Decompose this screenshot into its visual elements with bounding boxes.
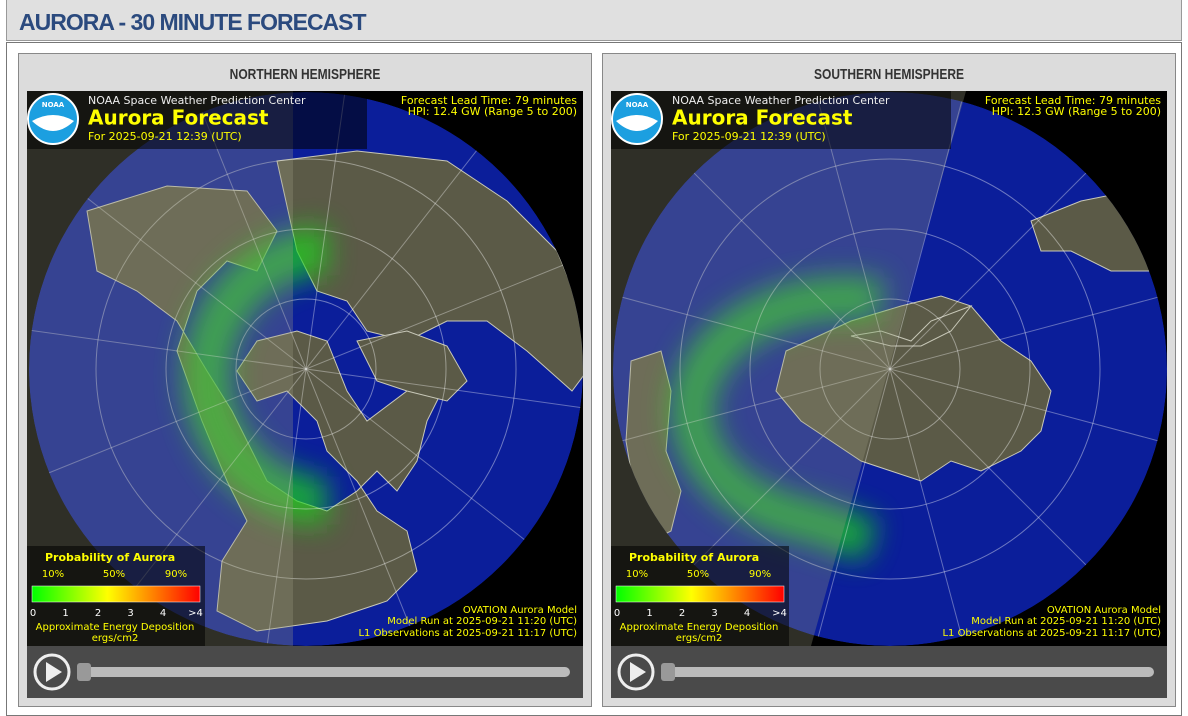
longitude-line bbox=[619, 296, 1161, 442]
longitude-line bbox=[691, 170, 1089, 568]
forecast-title: Aurora Forecast bbox=[88, 106, 269, 130]
model-name: OVATION Aurora Model bbox=[463, 605, 577, 616]
energy-label: 0 bbox=[614, 608, 620, 619]
latitude-line bbox=[165, 228, 447, 510]
model-run: Model Run at 2025-09-21 11:20 (UTC) bbox=[387, 616, 577, 627]
longitude-line bbox=[200, 109, 412, 629]
legend-title: Probability of Aurora bbox=[629, 551, 759, 564]
night-shade bbox=[611, 91, 966, 646]
play-circle bbox=[33, 653, 71, 691]
energy-label: 1 bbox=[646, 608, 652, 619]
legend-caption: Approximate Energy Deposition bbox=[36, 622, 195, 633]
latitude-line bbox=[819, 298, 961, 440]
forecast-time: For 2025-09-21 12:39 (UTC) bbox=[672, 130, 826, 143]
north-panel: NORTHERN HEMISPHERE NOAA NOAA Space Weath… bbox=[18, 53, 592, 707]
color-bar bbox=[31, 585, 201, 603]
energy-label: 4 bbox=[160, 608, 166, 619]
longitude-line bbox=[817, 98, 963, 640]
percent-label: 10% bbox=[42, 569, 64, 580]
center-name: NOAA Space Weather Prediction Center bbox=[672, 94, 890, 107]
percent-label: 50% bbox=[687, 569, 709, 580]
play-icon bbox=[46, 662, 62, 682]
slider-track[interactable] bbox=[82, 667, 570, 677]
observations: L1 Observations at 2025-09-21 11:17 (UTC… bbox=[942, 628, 1161, 639]
section-title: AURORA - 30 MINUTE FORECAST bbox=[19, 9, 367, 35]
panel-heading: SOUTHERN HEMISPHERE bbox=[813, 66, 965, 83]
forecast-title: Aurora Forecast bbox=[672, 106, 853, 130]
energy-label: 1 bbox=[62, 608, 68, 619]
aurora-oval bbox=[669, 276, 885, 562]
longitude-line bbox=[266, 92, 346, 646]
latitude-line bbox=[235, 298, 377, 440]
energy-label: 0 bbox=[30, 608, 36, 619]
south-panel: SOUTHERN HEMISPHERE NOAA NOAA Space Weath… bbox=[602, 53, 1176, 707]
hpi: HPI: 12.3 GW (Range 5 to 200) bbox=[992, 105, 1161, 118]
land bbox=[850, 304, 973, 347]
percent-label: 90% bbox=[749, 569, 771, 580]
legend-units: ergs/cm2 bbox=[92, 633, 139, 644]
play-button[interactable] bbox=[33, 653, 71, 691]
forecast-container: NORTHERN HEMISPHERE NOAA NOAA Space Weath… bbox=[6, 42, 1182, 716]
slider-thumb[interactable] bbox=[77, 663, 91, 681]
longitude-line bbox=[817, 98, 963, 640]
longitude-line bbox=[29, 329, 583, 409]
globe bbox=[613, 92, 1167, 646]
land bbox=[276, 150, 583, 392]
panel-heading: NORTHERN HEMISPHERE bbox=[229, 66, 381, 83]
observations: L1 Observations at 2025-09-21 11:17 (UTC… bbox=[358, 628, 577, 639]
model-name: OVATION Aurora Model bbox=[1047, 605, 1161, 616]
play-circle bbox=[617, 653, 655, 691]
legend-units: ergs/cm2 bbox=[676, 633, 723, 644]
percent-label: 90% bbox=[165, 569, 187, 580]
center-name: NOAA Space Weather Prediction Center bbox=[88, 94, 306, 107]
latitude-line bbox=[679, 158, 1101, 580]
section-header: AURORA - 30 MINUTE FORECAST bbox=[6, 0, 1182, 41]
globe bbox=[29, 92, 583, 646]
energy-label: >4 bbox=[772, 608, 787, 619]
forecast-time: For 2025-09-21 12:39 (UTC) bbox=[88, 130, 242, 143]
forecast-map: NOAA NOAA Space Weather Prediction Center… bbox=[611, 91, 1167, 698]
header-shade bbox=[611, 91, 951, 149]
lead-time: Forecast Lead Time: 79 minutes bbox=[985, 94, 1161, 107]
color-bar bbox=[615, 585, 785, 603]
percent-label: 50% bbox=[103, 569, 125, 580]
energy-label: 4 bbox=[744, 608, 750, 619]
header-shade bbox=[27, 91, 367, 149]
longitude-line bbox=[691, 170, 1089, 568]
lead-time: Forecast Lead Time: 79 minutes bbox=[401, 94, 577, 107]
longitude-line bbox=[133, 148, 479, 590]
slider-thumb[interactable] bbox=[661, 663, 675, 681]
noaa-bird bbox=[616, 115, 658, 131]
model-run: Model Run at 2025-09-21 11:20 (UTC) bbox=[971, 616, 1161, 627]
energy-label: 2 bbox=[679, 608, 685, 619]
longitude-line bbox=[46, 263, 566, 475]
percent-label: 10% bbox=[626, 569, 648, 580]
slider-track[interactable] bbox=[666, 667, 1154, 677]
energy-label: 3 bbox=[711, 608, 717, 619]
play-button[interactable] bbox=[617, 653, 655, 691]
legend-title: Probability of Aurora bbox=[45, 551, 175, 564]
land bbox=[775, 295, 1052, 482]
longitude-line bbox=[85, 196, 527, 542]
forecast-map: NOAA NOAA Space Weather Prediction Center… bbox=[27, 91, 583, 698]
longitude-line bbox=[619, 296, 1161, 442]
logo-text: NOAA bbox=[626, 101, 649, 109]
energy-label: 3 bbox=[127, 608, 133, 619]
aurora-oval bbox=[183, 227, 328, 525]
hpi: HPI: 12.4 GW (Range 5 to 200) bbox=[408, 105, 577, 118]
latitude-line bbox=[95, 158, 517, 580]
legend-caption: Approximate Energy Deposition bbox=[620, 622, 779, 633]
noaa-bird bbox=[32, 115, 74, 131]
energy-label: >4 bbox=[188, 608, 203, 619]
latitude-line bbox=[749, 228, 1031, 510]
play-icon bbox=[630, 662, 646, 682]
logo-text: NOAA bbox=[42, 101, 65, 109]
land bbox=[356, 330, 468, 402]
energy-label: 2 bbox=[95, 608, 101, 619]
